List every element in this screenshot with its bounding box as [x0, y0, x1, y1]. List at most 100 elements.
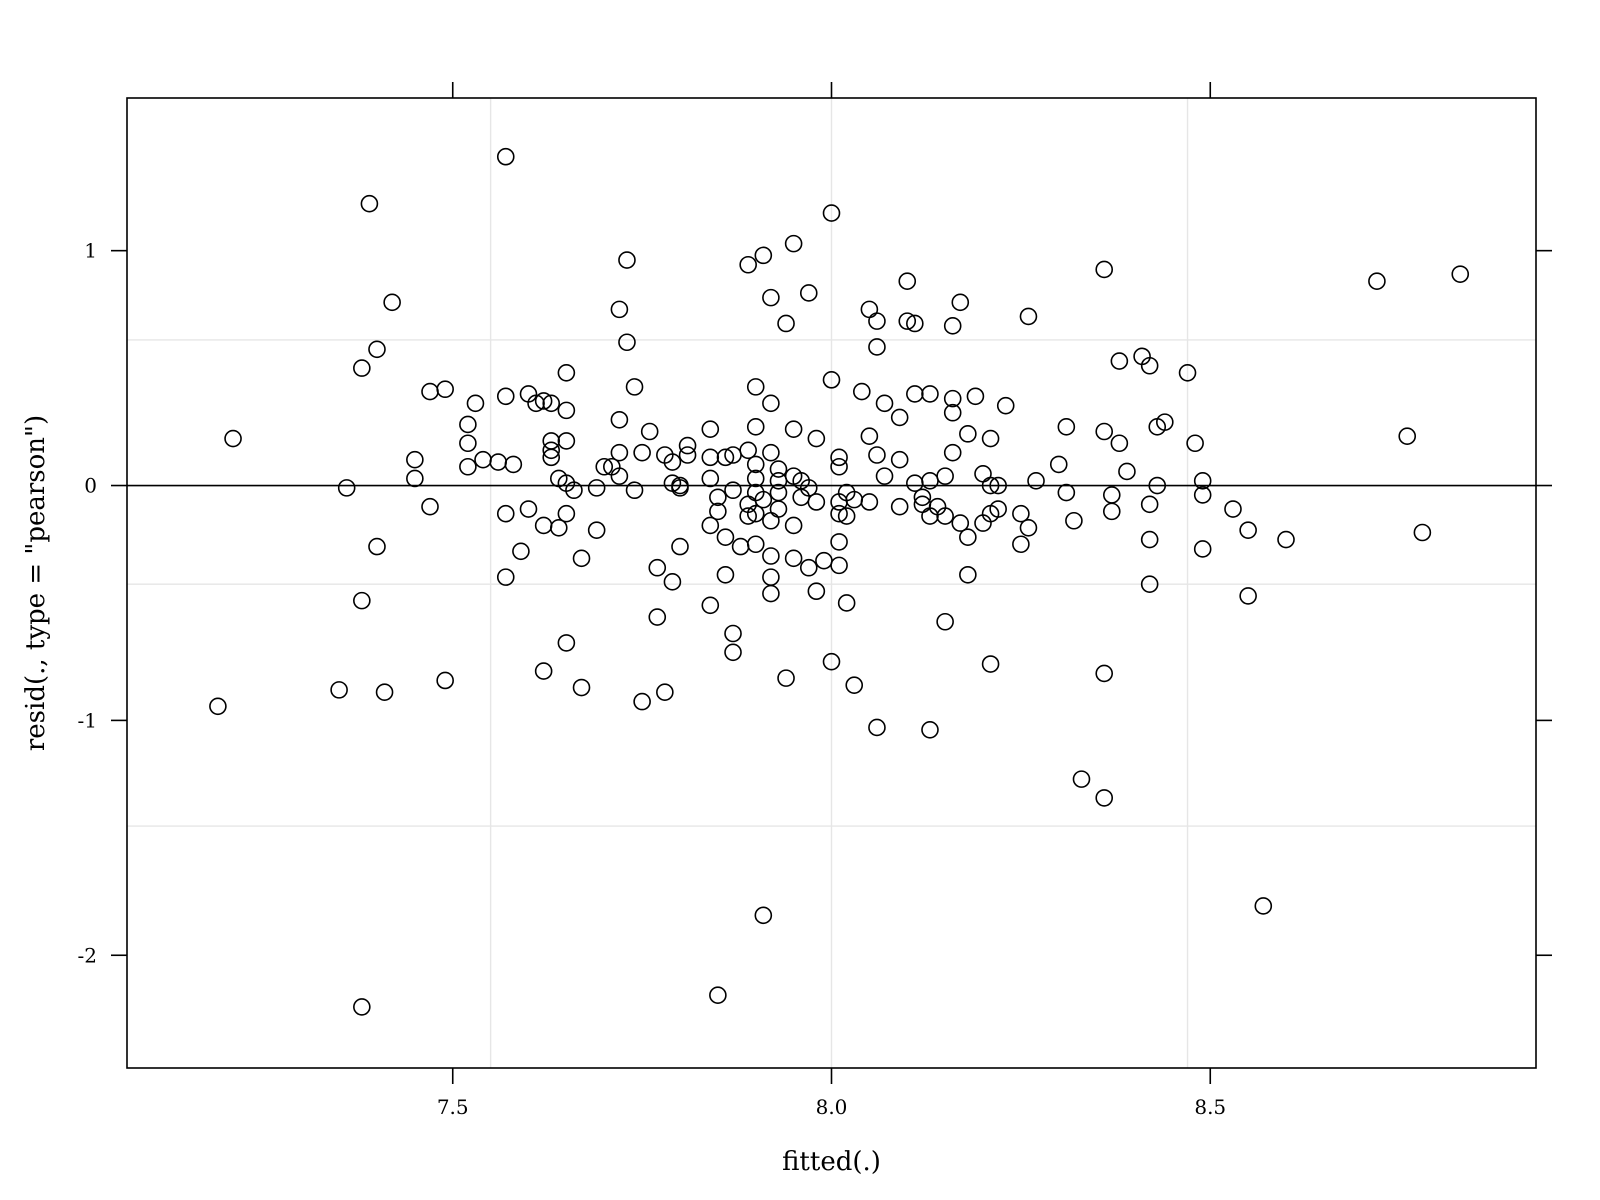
data-point-155 [557, 504, 576, 523]
data-point-137 [1057, 483, 1076, 502]
data-point-166 [1012, 504, 1030, 523]
data-point-123 [1027, 472, 1045, 490]
x-tick-label-0: 7.5 [437, 1095, 469, 1119]
data-point-202 [716, 565, 735, 584]
y-axis-ticks: -2 -1 0 1 [78, 239, 1552, 967]
data-point-234 [754, 906, 773, 925]
data-point-143 [830, 493, 848, 511]
data-point-11 [762, 288, 780, 307]
data-point-108 [936, 467, 954, 485]
data-point-132 [769, 483, 788, 502]
data-point-41 [496, 387, 515, 406]
data-point-138 [1102, 486, 1121, 504]
data-point-179 [1413, 523, 1432, 542]
data-point-39 [921, 385, 939, 403]
data-point-67 [224, 429, 242, 448]
data-point-81 [701, 448, 720, 467]
data-point-139 [1193, 486, 1212, 504]
data-point-85 [830, 448, 848, 467]
data-point-46 [466, 394, 485, 413]
data-point-221 [436, 671, 454, 690]
data-point-49 [875, 394, 894, 413]
data-point-170 [549, 519, 568, 537]
data-point-154 [496, 504, 515, 523]
data-point-8 [1451, 265, 1470, 283]
data-point-30 [1178, 363, 1197, 382]
data-point-124 [1148, 476, 1167, 495]
data-point-102 [595, 457, 614, 476]
data-point-195 [815, 551, 833, 570]
data-point-227 [633, 692, 651, 711]
data-point-216 [822, 652, 841, 671]
data-point-149 [519, 500, 538, 518]
data-point-176 [974, 514, 992, 532]
data-point-35 [421, 382, 439, 401]
data-point-235 [709, 986, 727, 1004]
data-point-78 [633, 443, 651, 462]
data-point-80 [678, 446, 697, 464]
data-point-185 [959, 528, 977, 547]
data-point-18 [906, 314, 924, 333]
data-point-7 [1095, 260, 1114, 279]
data-point-59 [640, 422, 659, 441]
data-point-24 [868, 338, 886, 356]
data-point-13 [951, 293, 970, 312]
data-point-178 [1239, 521, 1257, 539]
data-point-229 [868, 718, 886, 737]
data-point-93 [724, 446, 742, 464]
data-point-129 [671, 479, 689, 497]
data-point-69 [557, 432, 576, 450]
data-point-107 [875, 467, 894, 485]
data-point-77 [610, 443, 629, 462]
data-point-177 [1019, 519, 1038, 537]
data-point-97 [1049, 455, 1068, 474]
data-point-22 [1019, 307, 1038, 326]
data-point-17 [868, 312, 886, 330]
data-point-20 [777, 314, 795, 333]
data-point-71 [1110, 434, 1129, 453]
data-point-153 [1224, 500, 1242, 518]
data-point-95 [830, 457, 848, 476]
data-point-6 [739, 255, 757, 274]
data-point-92 [663, 453, 682, 471]
data-point-226 [656, 683, 674, 702]
data-point-117 [769, 472, 788, 490]
data-point-126 [337, 479, 356, 497]
data-point-45 [542, 394, 561, 413]
data-point-10 [1368, 272, 1386, 290]
data-point-54 [610, 410, 629, 429]
data-point-112 [587, 479, 606, 497]
data-point-74 [459, 434, 477, 453]
data-point-224 [330, 681, 348, 699]
y-tick-label-0: -2 [78, 943, 97, 967]
data-point-196 [830, 556, 848, 575]
data-point-94 [746, 455, 765, 474]
data-point-82 [716, 448, 735, 467]
data-point-157 [746, 504, 765, 523]
data-point-127 [565, 481, 583, 500]
data-point-212 [936, 612, 954, 631]
data-point-146 [860, 493, 879, 511]
data-point-208 [353, 591, 371, 610]
data-point-182 [731, 537, 750, 556]
data-point-193 [762, 547, 780, 565]
data-point-171 [587, 521, 606, 539]
data-point-158 [739, 507, 757, 525]
data-point-56 [1148, 418, 1167, 436]
data-point-60 [701, 420, 720, 438]
data-point-84 [762, 443, 780, 462]
data-point-40 [966, 387, 985, 406]
x-axis-label: fitted(.) [782, 1147, 881, 1177]
data-point-232 [1095, 789, 1114, 807]
data-point-9 [898, 272, 917, 290]
y-tick-label-3: 1 [84, 239, 97, 263]
data-point-44 [534, 392, 553, 410]
data-point-184 [830, 533, 848, 551]
data-point-33 [746, 378, 765, 396]
data-point-173 [762, 511, 780, 530]
data-point-201 [663, 573, 682, 591]
data-point-25 [368, 340, 386, 359]
data-point-38 [906, 385, 924, 403]
data-point-62 [784, 420, 803, 438]
